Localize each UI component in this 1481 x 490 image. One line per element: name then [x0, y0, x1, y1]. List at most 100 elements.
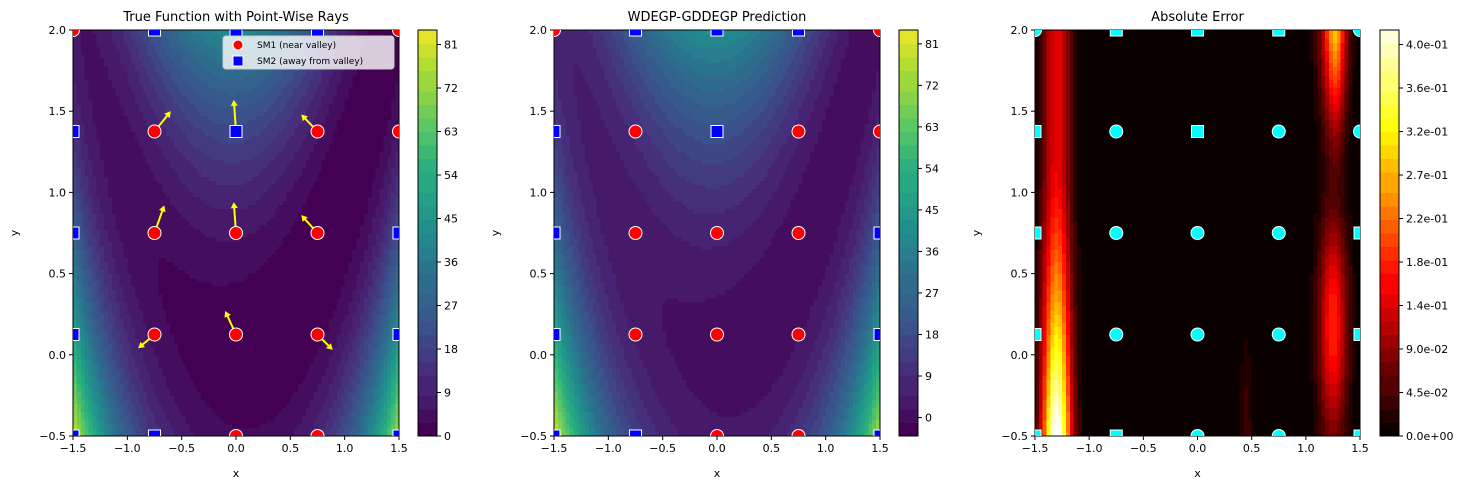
sm2-point [148, 30, 161, 37]
colorbar-tick-label: 36 [925, 245, 939, 258]
ray-arrowhead [301, 114, 308, 122]
y-tick-label: −0.5 [520, 430, 547, 443]
colorbar-tick-label: 1.8e-01 [1406, 256, 1448, 269]
y-tick-label: 0.0 [49, 349, 67, 362]
sm1-point [1353, 30, 1360, 37]
sm1-point [791, 226, 806, 240]
sm2-point [873, 226, 880, 240]
colorbar-segment [1380, 348, 1399, 356]
colorbar-segment [1380, 36, 1399, 45]
sm1-point [147, 327, 162, 342]
sm1-point [1190, 327, 1205, 342]
colorbar-frame [1379, 29, 1400, 437]
sm1-point [147, 124, 162, 139]
colorbar-segment [899, 293, 918, 302]
colorbar-segment [418, 151, 437, 160]
colorbar-segment [1380, 253, 1399, 261]
colorbar-segment [1380, 320, 1399, 329]
colorbar-segment [1380, 145, 1399, 153]
colorbar-segment [1380, 90, 1399, 99]
colorbar-segment [418, 320, 437, 329]
colorbar-segment [1380, 354, 1399, 363]
sm1-point [1190, 226, 1205, 240]
colorbar-segment [899, 219, 918, 227]
sm2-point [710, 125, 724, 138]
colorbar-segment [899, 361, 918, 369]
sm1-point [710, 226, 724, 240]
colorbar-segment [418, 361, 437, 369]
colorbar-segment [899, 70, 918, 78]
colorbar-segment [418, 124, 437, 133]
colorbar-segment [418, 348, 437, 356]
colorbar-segment [899, 111, 918, 119]
colorbar-tick-label: 9.0e-02 [1406, 343, 1448, 356]
colorbar-tick-label: 18 [444, 343, 458, 356]
colorbar-segment [1380, 307, 1399, 315]
colorbar-segment [899, 212, 918, 221]
colorbar-segment [899, 280, 918, 288]
colorbar-segment [1380, 415, 1399, 424]
colorbar-segment [1380, 266, 1399, 275]
sm1-point [628, 226, 643, 240]
colorbar-segment [418, 422, 437, 430]
sm2-point [392, 429, 399, 436]
sm2-point [73, 429, 80, 436]
sm2-point [229, 30, 243, 37]
colorbar-tick-label: 0.0e+00 [1406, 430, 1453, 443]
colorbar-segment [899, 226, 918, 234]
sm1-point [791, 429, 806, 436]
colorbar-segment [418, 70, 437, 78]
colorbar-segment [418, 84, 437, 92]
x-tick-label: 0.5 [1243, 442, 1261, 455]
x-tick-label: −0.5 [1130, 442, 1157, 455]
x-tick-label: 1.0 [817, 442, 835, 455]
colorbar-segment [899, 233, 918, 241]
colorbar-segment [1380, 402, 1399, 410]
colorbar-tick-label: 3.6e-01 [1406, 82, 1448, 95]
colorbar: 0.0e+00 4.5e-02 9.0e-02 1.4e-01 1.8e-01 2.2e-… [1379, 29, 1453, 443]
colorbar-segment [899, 199, 918, 207]
colorbar-segment [1380, 361, 1399, 369]
colorbar-segment [899, 368, 918, 376]
legend-sm2-label: SM2 (away from valley) [257, 57, 363, 67]
colorbar-segment [418, 381, 437, 390]
colorbar-segment [899, 117, 918, 126]
colorbar-segment [899, 354, 918, 363]
colorbar-segment [1380, 273, 1399, 281]
colorbar-segment [899, 260, 918, 268]
sm1-point [628, 327, 643, 342]
colorbar-segment [418, 402, 437, 410]
colorbar-segment [1380, 50, 1399, 58]
colorbar-segment [899, 185, 918, 193]
colorbar-segment [899, 30, 918, 38]
sm1-point [229, 429, 243, 436]
colorbar-segment [1380, 205, 1399, 214]
sm2-point [148, 429, 161, 436]
colorbar-segment [899, 205, 918, 214]
colorbar-segment [1380, 239, 1399, 248]
colorbar-segment [899, 341, 918, 349]
subplot-3: −1.5 −1.0 −0.5 0.0 0.5 1.0 1.5 −0.5 0.0 0.5 1.0 1.5… [970, 10, 1453, 480]
sm2-point [1353, 429, 1360, 436]
colorbar-segment [1380, 300, 1399, 309]
sm1-point [310, 226, 325, 240]
colorbar-segment [418, 50, 437, 58]
colorbar-segment [418, 178, 437, 187]
colorbar-tick-label: 0 [444, 430, 451, 443]
sm2-point [73, 125, 80, 138]
chart-title: Absolute Error [1151, 10, 1244, 25]
ray-arrowhead [158, 205, 166, 213]
colorbar-segment [418, 212, 437, 221]
colorbar-tick-label: 72 [925, 79, 939, 92]
colorbar-frame [898, 29, 919, 437]
colorbar-segment [418, 395, 437, 403]
sm1-point [1271, 327, 1286, 342]
sm1-point [147, 226, 162, 240]
sm1-point [1035, 30, 1042, 37]
colorbar-segment [1380, 388, 1399, 396]
sm2-point [73, 226, 80, 240]
colorbar-segment [899, 266, 918, 275]
y-tick-label: 1.0 [49, 186, 67, 199]
colorbar-segment [1380, 70, 1399, 78]
colorbar-segment [1380, 165, 1399, 173]
